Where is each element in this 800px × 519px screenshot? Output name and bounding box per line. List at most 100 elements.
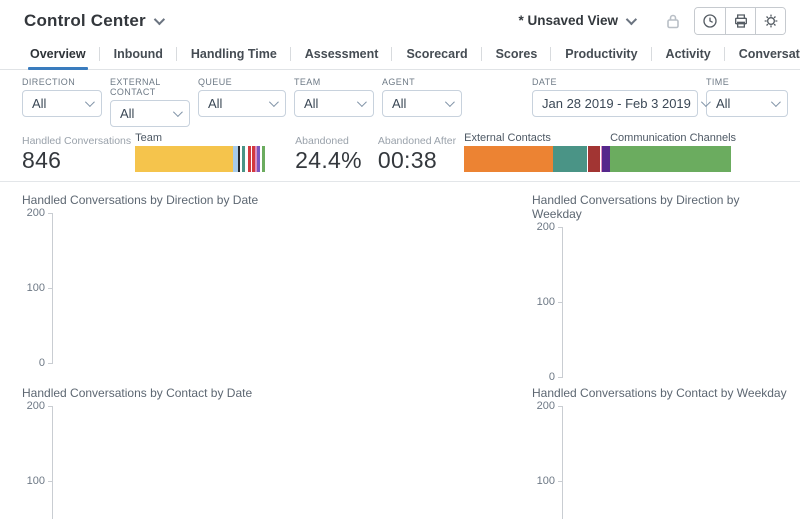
chevron-down-icon	[172, 107, 183, 118]
kpi-row: Handled Conversations 846 Team Abandoned…	[0, 130, 800, 182]
tab-productivity[interactable]: Productivity	[551, 38, 652, 69]
plot-area	[558, 406, 790, 519]
filter-dropdown-external-contact[interactable]: All	[110, 100, 190, 127]
filter-label: DATE	[532, 77, 557, 87]
charts-grid: Handled Conversations by Direction by Da…	[0, 182, 800, 519]
filter-value: All	[392, 96, 407, 111]
chevron-down-icon	[356, 97, 367, 108]
page-title: Control Center	[24, 10, 146, 30]
filter-label: EXTERNAL CONTACT	[110, 77, 161, 97]
kpi-label: Abandoned After	[377, 134, 457, 147]
kpi-team-bar: Team	[135, 132, 266, 172]
filter-label: QUEUE	[198, 77, 233, 87]
y-tick-label: 0	[548, 371, 555, 383]
filter-label: DIRECTION	[22, 77, 76, 87]
kpi-label: Handled Conversations	[22, 134, 132, 147]
kpi-bar-label: External Contacts	[464, 132, 551, 144]
filter-time: TIME All	[706, 77, 788, 127]
filter-value: Jan 28 2019 - Feb 3 2019	[542, 96, 691, 111]
y-tick-label: 100	[536, 296, 555, 308]
plot-area	[558, 227, 790, 378]
lock-icon	[666, 13, 680, 29]
filter-value: All	[208, 96, 223, 111]
chart-title: Handled Conversations by Contact by Date	[22, 386, 253, 400]
axis-tick	[558, 377, 563, 378]
chart-direction-by-weekday: Handled Conversations by Direction by We…	[532, 186, 790, 383]
chevron-down-icon	[84, 97, 95, 108]
tab-handling-time[interactable]: Handling Time	[177, 38, 291, 69]
y-tick-label: 100	[26, 475, 45, 487]
y-tick-label: 200	[26, 207, 45, 219]
kpi-external-contacts-bar: External Contacts	[464, 132, 611, 172]
kpi-label: Abandoned	[295, 134, 349, 147]
filter-dropdown-agent[interactable]: All	[382, 90, 462, 117]
kpi-handled-conversations: Handled Conversations 846	[22, 135, 131, 172]
y-axis: 200 100 0	[532, 221, 562, 383]
chart-direction-by-date: Handled Conversations by Direction by Da…	[22, 186, 520, 377]
history-clock-button[interactable]	[695, 7, 725, 34]
filter-agent: AGENT All	[382, 77, 462, 127]
y-tick-label: 200	[26, 400, 45, 412]
kpi-value: 00:38	[377, 146, 437, 173]
title-chevron-down-icon[interactable]	[153, 13, 165, 25]
tab-activity[interactable]: Activity	[652, 38, 725, 69]
tab-scores[interactable]: Scores	[482, 38, 552, 69]
filter-bar: DIRECTION All EXTERNAL CONTACT All QUEUE All T…	[0, 70, 800, 130]
chart-title: Handled Conversations by Direction by We…	[532, 193, 740, 221]
axis-tick	[48, 481, 53, 482]
external-contacts-stacked-bar[interactable]	[464, 146, 611, 172]
axis-tick	[558, 406, 563, 407]
filter-dropdown-queue[interactable]: All	[198, 90, 286, 117]
tab-overview[interactable]: Overview	[24, 38, 100, 70]
filter-external-contact: EXTERNAL CONTACT All	[110, 77, 190, 127]
chevron-down-icon	[268, 97, 279, 108]
kpi-value: 24.4%	[295, 146, 362, 173]
filter-dropdown-direction[interactable]: All	[22, 90, 102, 117]
y-tick-label: 0	[38, 357, 45, 369]
kpi-value: 846	[22, 146, 62, 173]
kpi-communication-channels-bar: Communication Channels	[610, 132, 736, 172]
filter-dropdown-team[interactable]: All	[294, 90, 374, 117]
tab-assessment[interactable]: Assessment	[291, 38, 393, 69]
filter-queue: QUEUE All	[198, 77, 286, 127]
chart-contact-by-weekday: Handled Conversations by Contact by Week…	[532, 379, 790, 519]
view-selector[interactable]: * Unsaved View	[518, 13, 638, 28]
y-tick-label: 100	[536, 475, 555, 487]
filter-dropdown-time[interactable]: All	[706, 90, 788, 117]
filter-value: All	[716, 96, 731, 111]
tab-conversations[interactable]: Conversations	[725, 38, 800, 69]
axis-tick	[558, 481, 563, 482]
axis-tick	[558, 302, 563, 303]
filter-value: All	[32, 96, 47, 111]
filter-dropdown-date[interactable]: Jan 28 2019 - Feb 3 2019	[532, 90, 711, 117]
filter-date: DATE Jan 28 2019 - Feb 3 2019	[532, 77, 711, 127]
filter-team: TEAM All	[294, 77, 374, 127]
tab-bar: Overview Inbound Handling Time Assessment Sc…	[0, 38, 800, 70]
filter-direction: DIRECTION All	[22, 77, 102, 127]
filter-value: All	[120, 106, 135, 121]
axis-tick	[48, 363, 53, 364]
header-icon-buttons	[694, 6, 786, 35]
chart-title: Handled Conversations by Direction by Da…	[22, 193, 259, 207]
filter-label: TIME	[706, 77, 730, 87]
chevron-down-icon	[770, 97, 781, 108]
y-tick-label: 200	[536, 400, 555, 412]
y-axis: 200 100 0	[22, 207, 52, 369]
y-tick-label: 200	[536, 221, 555, 233]
chart-title: Handled Conversations by Contact by Week…	[532, 386, 787, 400]
tab-inbound[interactable]: Inbound	[100, 38, 178, 69]
communication-channels-bar[interactable]	[610, 146, 732, 172]
team-stacked-bar[interactable]	[135, 146, 266, 172]
print-button[interactable]	[725, 7, 755, 34]
y-tick-label: 100	[26, 282, 45, 294]
chevron-down-icon	[444, 97, 455, 108]
plot-area	[48, 406, 520, 519]
chart-contact-by-date: Handled Conversations by Contact by Date…	[22, 379, 520, 519]
kpi-abandoned-after: Abandoned After 00:38	[378, 135, 456, 172]
axis-tick	[558, 227, 563, 228]
plot-area	[48, 213, 520, 364]
tab-scorecard[interactable]: Scorecard	[392, 38, 482, 69]
settings-gear-button[interactable]	[755, 7, 785, 34]
